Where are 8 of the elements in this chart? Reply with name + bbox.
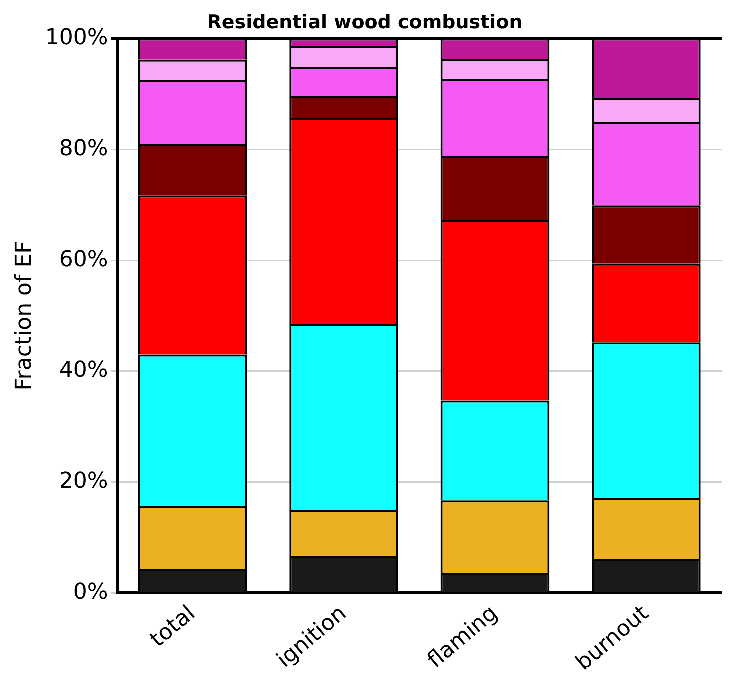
y-tick-label: 80% xyxy=(59,136,108,162)
chart-title: Residential wood combustion xyxy=(207,11,523,34)
y-tick-label: 20% xyxy=(59,469,108,494)
y-tick-label: 40% xyxy=(59,358,108,384)
y-axis-title: Fraction of EF xyxy=(12,241,37,391)
y-tick-label: 100% xyxy=(45,26,108,51)
y-tick-label: 0% xyxy=(73,580,108,605)
y-tick-label: 60% xyxy=(59,247,108,272)
